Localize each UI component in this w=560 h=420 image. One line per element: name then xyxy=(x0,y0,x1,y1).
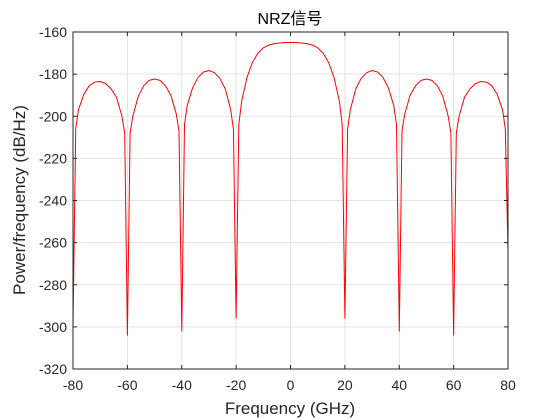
x-tick-label: 60 xyxy=(446,377,462,393)
x-tick-label: -40 xyxy=(172,377,192,393)
x-axis-label: Frequency (GHz) xyxy=(225,399,355,418)
x-tick-label: 40 xyxy=(391,377,407,393)
x-tick-label: 20 xyxy=(337,377,353,393)
y-tick-label: -180 xyxy=(39,66,67,82)
y-tick-labels: -320 -300 -280 -260 -240 -220 -200 -180 -160 xyxy=(39,24,67,377)
chart-title: NRZ信号 xyxy=(258,10,323,28)
y-tick-label: -280 xyxy=(39,277,67,293)
x-tick-label: 0 xyxy=(287,377,295,393)
y-tick-label: -200 xyxy=(39,108,67,124)
psd-series-line xyxy=(72,42,509,336)
x-tick-label: -60 xyxy=(117,377,137,393)
x-tick-label: -80 xyxy=(63,377,83,393)
y-tick-label: -220 xyxy=(39,150,67,166)
y-tick-label: -300 xyxy=(39,319,67,335)
y-tick-label: -160 xyxy=(39,24,67,40)
y-tick-label: -260 xyxy=(39,235,67,251)
ticks xyxy=(72,31,509,370)
x-tick-label: 80 xyxy=(500,377,516,393)
x-tick-label: -20 xyxy=(226,377,246,393)
x-tick-labels: -80 -60 -40 -20 0 20 40 60 80 xyxy=(63,377,516,393)
y-tick-label: -320 xyxy=(39,361,67,377)
y-tick-label: -240 xyxy=(39,193,67,209)
y-axis-label: Power/frequency (dB/Hz) xyxy=(10,105,29,295)
